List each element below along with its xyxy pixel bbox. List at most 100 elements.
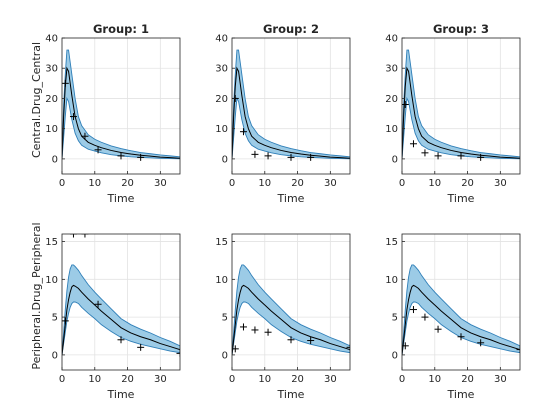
x-tick-label: 30 [324, 178, 337, 189]
y-tick-label: 15 [45, 237, 58, 248]
observed-point [287, 153, 295, 161]
x-tick-label: 0 [399, 178, 405, 189]
x-tick-label: 30 [324, 374, 337, 385]
y-tick-label: 30 [215, 64, 228, 75]
y-tick-label: 15 [215, 237, 228, 248]
plot-area [62, 234, 180, 357]
observed-point [477, 339, 485, 347]
observed-point [402, 342, 409, 350]
observed-point [477, 153, 485, 161]
observed-point [176, 349, 180, 357]
observed-point [457, 333, 465, 341]
y-tick-label: 10 [385, 275, 398, 286]
observed-point [264, 152, 272, 160]
y-tick-label: 10 [215, 124, 228, 135]
subplot-group-2-peripheral: 0 10 20 30 0 5 10 15 Time [215, 233, 351, 401]
observed-point [117, 152, 125, 160]
y-tick-label: 0 [52, 350, 58, 361]
median-line [62, 284, 180, 355]
median-line [232, 66, 350, 159]
y-tick-label: 20 [215, 94, 228, 105]
band-lower-edge [62, 301, 180, 355]
x-tick-label: 20 [461, 178, 474, 189]
observed-point [69, 234, 77, 238]
y-tick-label: 40 [45, 34, 58, 45]
band-upper-edge [62, 49, 180, 159]
x-tick-label: 30 [494, 178, 507, 189]
observed-point [117, 336, 125, 344]
observed-point [346, 343, 350, 351]
subplot-group-2-central: 0 10 20 30 0 10 20 30 40 Group: 2 Time [215, 22, 351, 205]
row1-ylabel: Central.Drug_Central [30, 42, 43, 158]
observed-point [81, 234, 89, 238]
x-tick-label: 30 [494, 374, 507, 385]
band-lower-edge [232, 301, 350, 355]
observed-point [94, 146, 102, 154]
row2-ylabel: Peripheral.Drug_Peripheral [30, 222, 43, 369]
band-upper-edge [402, 49, 520, 159]
plot-area [232, 264, 350, 355]
x-tick-label: 0 [59, 178, 65, 189]
band-lower-edge [402, 301, 520, 355]
x-tick-label: 0 [229, 374, 235, 385]
subplot-group-3-central: 0 10 20 30 0 10 20 30 40 Group: 3 Time [385, 22, 521, 205]
subplot-group-3-peripheral: 0 10 20 30 0 5 10 15 Time [385, 233, 521, 401]
observed-point [409, 306, 417, 314]
subplot-title: Group: 3 [433, 22, 489, 36]
observed-point [434, 152, 442, 160]
y-tick-label: 30 [385, 64, 398, 75]
median-line [402, 66, 520, 159]
subplot-group-1-peripheral: 0 10 20 30 0 5 10 15 Time [45, 233, 181, 401]
observed-point [137, 343, 145, 351]
x-axis-label: Time [277, 388, 305, 401]
observed-point [62, 317, 69, 325]
observed-point [421, 149, 429, 157]
x-tick-label: 10 [258, 374, 271, 385]
band-lower-edge [62, 96, 180, 160]
observed-point [251, 326, 259, 334]
plot-area [402, 49, 520, 161]
y-tick-label: 40 [385, 34, 398, 45]
x-tick-label: 10 [88, 178, 101, 189]
subplot-group-1-central: 0 10 20 30 0 10 20 30 40 Group: 1 Time [45, 22, 181, 205]
plot-area [232, 49, 350, 161]
y-tick-label: 0 [392, 154, 398, 165]
y-tick-label: 10 [215, 275, 228, 286]
x-tick-label: 0 [229, 178, 235, 189]
x-tick-label: 20 [121, 374, 134, 385]
observed-point [307, 337, 315, 345]
y-tick-label: 10 [45, 124, 58, 135]
y-tick-label: 0 [52, 154, 58, 165]
observed-point [287, 336, 295, 344]
axes-frame [401, 37, 521, 175]
x-axis-label: Time [277, 192, 305, 205]
observed-point [239, 323, 247, 331]
median-line [232, 284, 350, 355]
x-tick-label: 10 [258, 178, 271, 189]
plot-area [402, 264, 520, 355]
observed-point [457, 152, 465, 160]
median-line [402, 284, 520, 355]
axes-frame [231, 233, 351, 371]
observed-point [421, 313, 429, 321]
observed-point [264, 328, 272, 336]
observed-point [62, 79, 69, 87]
y-tick-label: 0 [392, 350, 398, 361]
observed-point [232, 345, 239, 353]
x-tick-label: 10 [428, 178, 441, 189]
observed-point [239, 128, 247, 136]
median-line [62, 66, 180, 159]
y-tick-label: 0 [222, 350, 228, 361]
axes-frame [231, 37, 351, 175]
x-tick-label: 10 [428, 374, 441, 385]
observed-point [251, 150, 259, 158]
y-tick-label: 5 [52, 313, 58, 324]
x-tick-label: 30 [154, 374, 167, 385]
x-axis-label: Time [107, 192, 135, 205]
band-lower-edge [402, 96, 520, 160]
observed-point [137, 153, 145, 161]
y-tick-label: 0 [222, 154, 228, 165]
x-tick-label: 20 [461, 374, 474, 385]
observed-point [94, 300, 102, 308]
